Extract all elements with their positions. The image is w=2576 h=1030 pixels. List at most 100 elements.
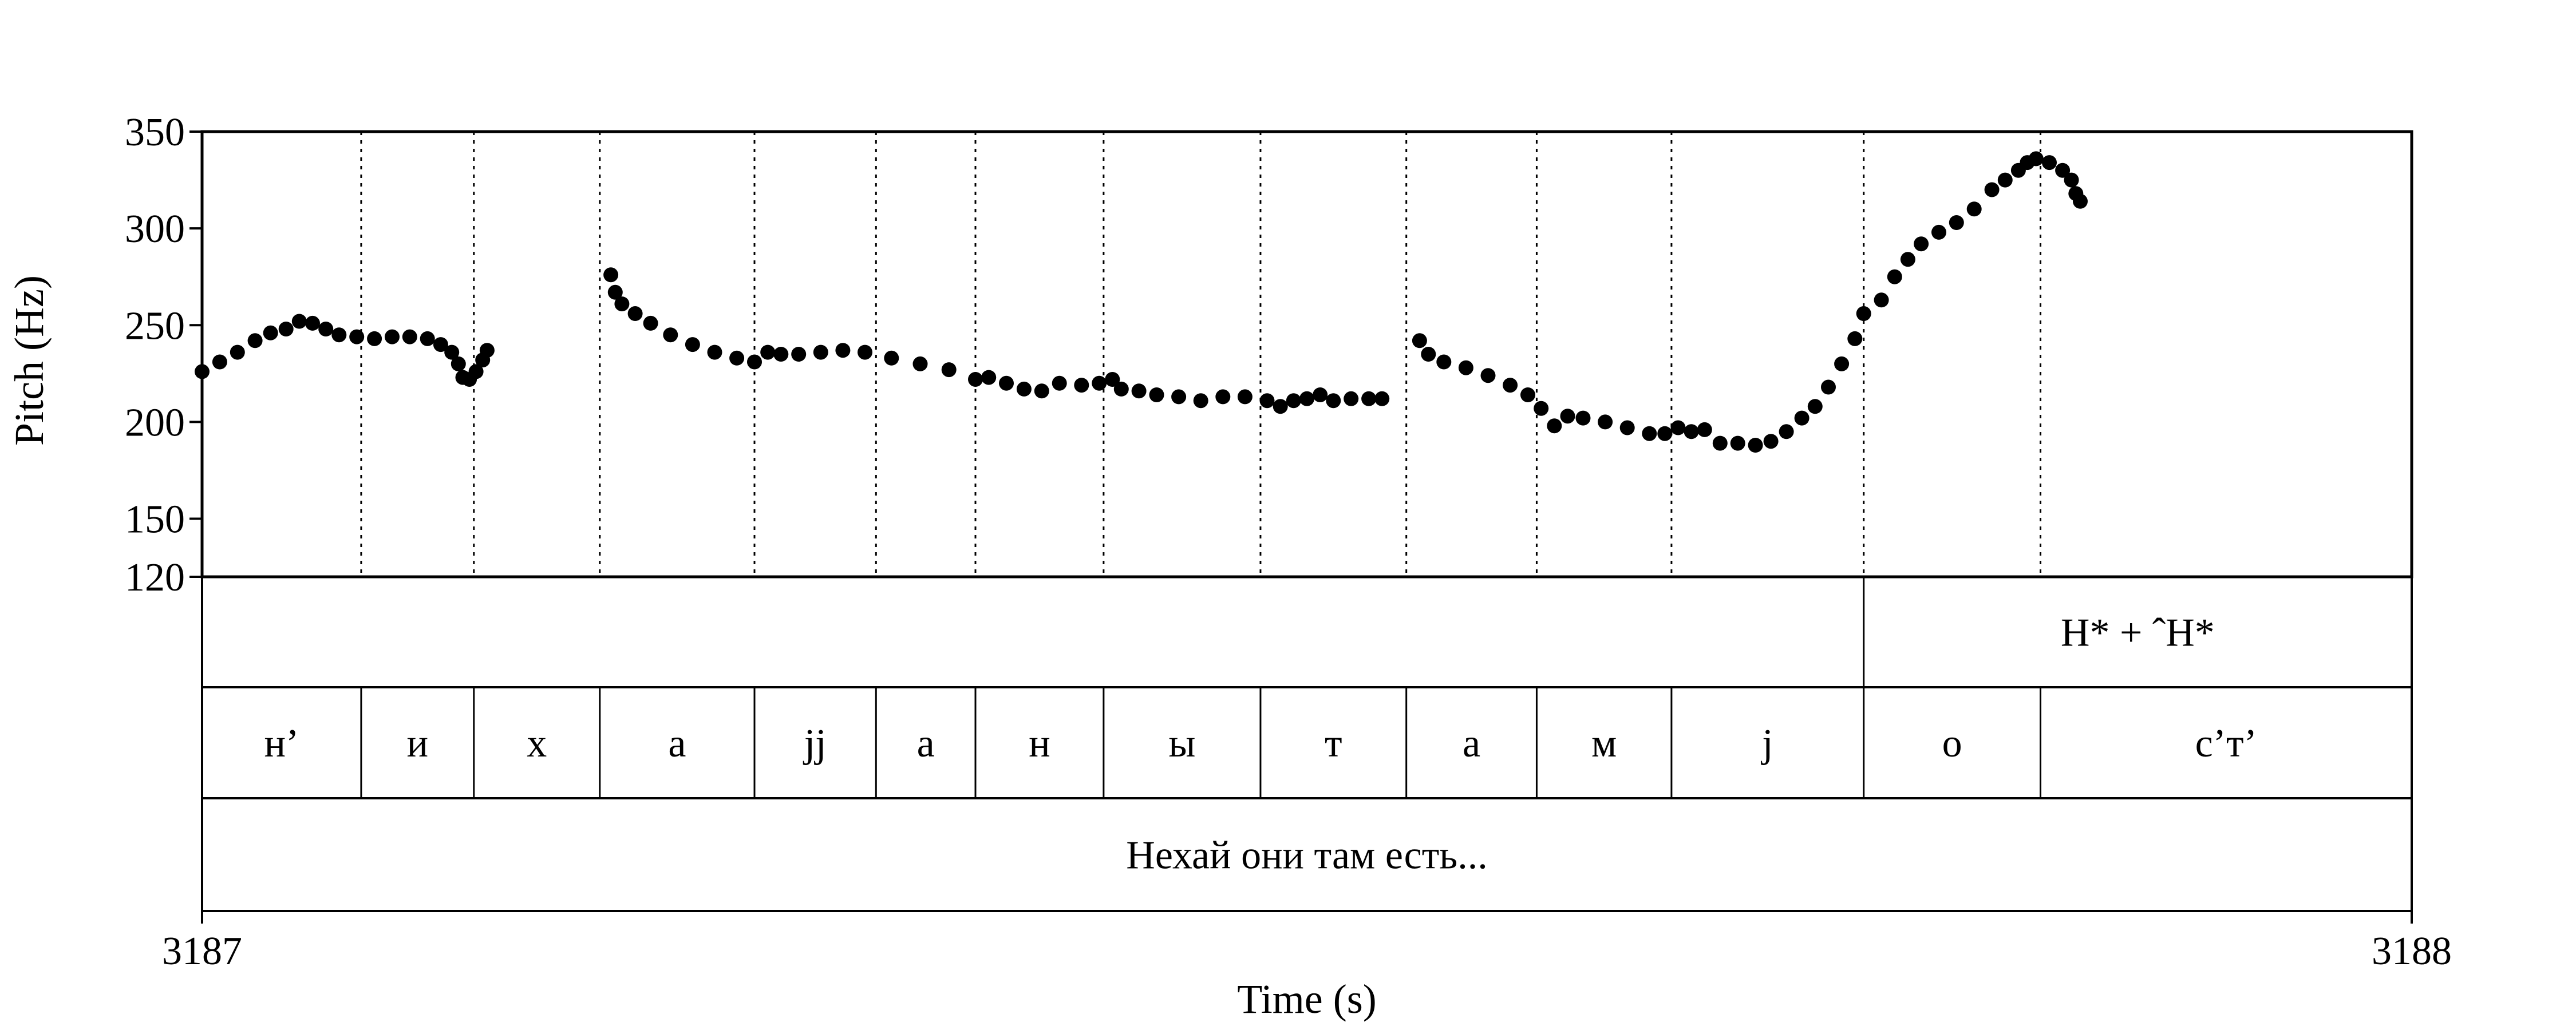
pitch-point: [1326, 393, 1341, 409]
pitch-point: [1458, 360, 1473, 375]
pitch-point: [1730, 435, 1745, 451]
pitch-point: [1421, 347, 1436, 362]
y-tick-label: 200: [125, 401, 185, 445]
pitch-point: [747, 354, 762, 370]
pitch-point: [1171, 389, 1187, 405]
pitch-point: [247, 333, 263, 348]
x-axis-label: Time (s): [1237, 976, 1376, 1022]
tier-label-segments: j: [1760, 722, 1773, 766]
pitch-point: [433, 337, 448, 352]
pitch-point: [451, 356, 466, 371]
tier-label-segments: н’: [264, 722, 299, 766]
pitch-point: [941, 362, 957, 378]
tier-label-segments: а: [917, 722, 935, 766]
tier-label-segments: х: [527, 722, 547, 766]
pitch-point: [1034, 383, 1049, 399]
pitch-point: [1299, 391, 1314, 406]
y-tick-label: 250: [125, 304, 185, 348]
pitch-point: [1697, 422, 1712, 437]
pitch-point: [444, 344, 460, 360]
pitch-point: [349, 329, 365, 344]
pitch-point: [1931, 224, 1946, 240]
pitch-point: [773, 347, 789, 362]
y-tick-label: 350: [125, 110, 185, 154]
tier-label-segments: т: [1325, 722, 1342, 766]
pitch-point: [981, 370, 997, 385]
pitch-point: [643, 315, 658, 331]
pitch-point: [331, 327, 347, 343]
pitch-point: [884, 350, 899, 366]
pitch-point: [1598, 414, 1613, 430]
pitch-point: [1193, 393, 1208, 409]
pitch-point: [318, 322, 334, 336]
pitch-point: [1436, 354, 1452, 370]
pitch-point: [627, 306, 643, 321]
tier-label-tones: H* + ˆH*: [2061, 611, 2215, 655]
pitch-point: [1052, 375, 1067, 391]
y-tick-label: 150: [125, 498, 185, 542]
pitch-point: [1374, 391, 1390, 406]
pitch-point: [663, 327, 678, 343]
pitch-point: [1966, 201, 1982, 217]
tier-label-segments: а: [668, 722, 686, 766]
pitch-point: [367, 331, 382, 346]
tier-label-segments: о: [1942, 722, 1962, 766]
pitch-point: [1016, 381, 1032, 397]
pitch-point: [1575, 410, 1591, 426]
pitch-point: [1997, 172, 2013, 188]
pitch-point: [2028, 151, 2044, 167]
pitch-point: [1657, 426, 1673, 441]
pitch-point: [835, 343, 851, 358]
pitch-point: [1874, 292, 1889, 308]
pitch-point: [1412, 333, 1427, 348]
tier-label-sentence: Нехай они там есть...: [1126, 834, 1487, 878]
pitch-point: [1984, 182, 2000, 197]
pitch-point: [385, 329, 400, 344]
pitch-point: [1560, 409, 1575, 424]
y-axis-label: Pitch (Hz): [6, 275, 52, 446]
tier-label-segments: н: [1029, 722, 1050, 766]
tier-label-segments: а: [1463, 722, 1480, 766]
pitch-point: [1821, 379, 1836, 395]
pitch-point: [305, 315, 320, 331]
pitch-point: [1949, 215, 1964, 230]
pitch-point: [1748, 438, 1763, 453]
pitch-point: [603, 267, 619, 283]
pitch-point: [1807, 399, 1823, 414]
pitch-point: [402, 329, 417, 344]
pitch-point: [1642, 426, 1657, 441]
pitch-point: [1092, 375, 1107, 391]
pitch-point: [813, 344, 828, 360]
pitch-point: [468, 364, 484, 379]
pitch-point: [1215, 389, 1231, 405]
pitch-point: [858, 344, 872, 360]
pitch-point: [1074, 378, 1089, 393]
pitch-point: [1847, 331, 1863, 346]
tier-box-sentence: [201, 797, 2413, 912]
pitch-point: [212, 354, 227, 370]
pitch-point: [2064, 172, 2079, 188]
pitch-point: [607, 284, 623, 300]
pitch-point: [685, 337, 700, 352]
pitch-point: [1534, 401, 1549, 416]
pitch-point: [729, 350, 745, 366]
pitch-point: [1900, 252, 1915, 267]
pitch-point: [707, 344, 722, 360]
tier-label-segments: ы: [1168, 722, 1195, 766]
pitch-point: [1503, 378, 1518, 393]
pitch-point: [1914, 236, 1929, 252]
pitch-point: [1237, 389, 1253, 405]
pitch-point: [1286, 393, 1301, 409]
pitch-point: [1480, 368, 1496, 383]
pitch-point: [1131, 383, 1147, 399]
pitch-point: [1273, 399, 1288, 414]
pitch-point: [1547, 418, 1562, 434]
y-tick-label: 120: [125, 556, 185, 600]
pitch-point: [968, 372, 983, 387]
pitch-point: [1794, 410, 1809, 426]
tier-labels: H* + ˆH* н’ и х а jj а н ы т а м j о с’т’ Нехай они там…: [264, 577, 2257, 878]
pitch-point: [1670, 420, 1686, 435]
pitch-point: [1149, 387, 1164, 402]
pitch-point: [1834, 356, 1850, 371]
chart-frames: [200, 130, 2413, 912]
